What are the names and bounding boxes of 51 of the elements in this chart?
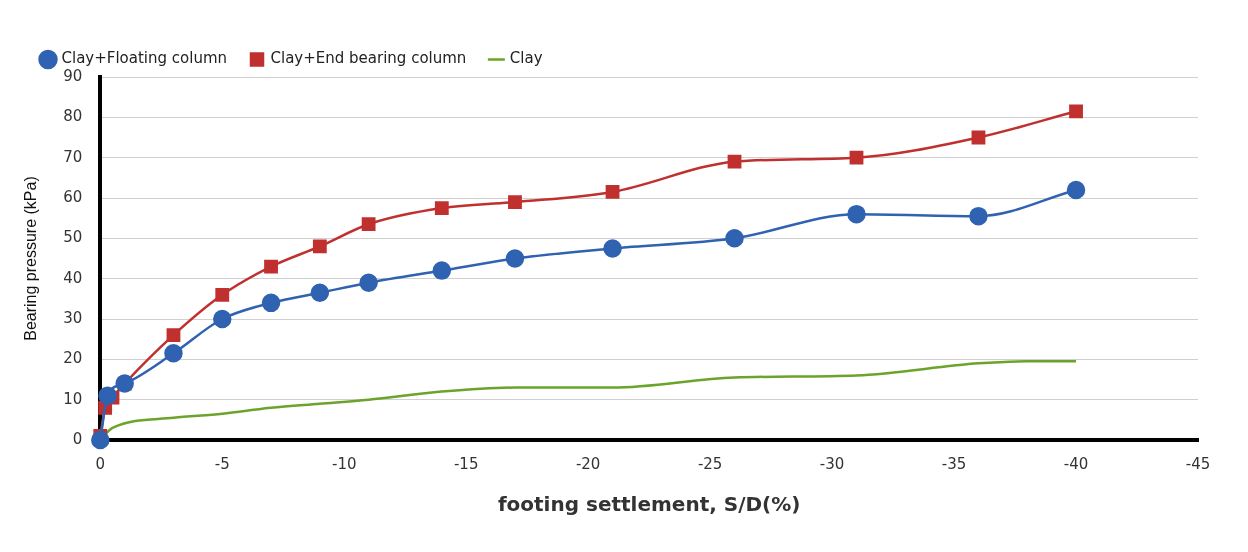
point (1069, 104, 1083, 119)
x-tick-label: 0 (95, 454, 106, 473)
point (505, 249, 525, 268)
point (434, 201, 449, 215)
x-tick-label: -25 (697, 454, 723, 473)
x-axis-title: footing settlement, S/D(%) (497, 492, 801, 517)
point (166, 328, 181, 343)
legend-label: Clay+End bearing column (270, 49, 467, 68)
point (432, 261, 452, 280)
y-tick-label: 10 (63, 389, 83, 408)
y-tick-label: 80 (63, 107, 83, 126)
point (847, 204, 866, 224)
point (98, 386, 117, 405)
point (1066, 180, 1086, 200)
legend-label: Clay (509, 49, 543, 68)
point (508, 195, 522, 209)
point (971, 130, 986, 145)
legend-label: Clay+Floating column (61, 49, 228, 68)
point (605, 185, 620, 199)
point (164, 344, 183, 363)
point (725, 229, 744, 248)
x-tick-label: -40 (1063, 454, 1089, 473)
point (310, 283, 330, 303)
y-tick-label: 60 (63, 187, 83, 206)
point (603, 239, 622, 258)
point (213, 309, 232, 329)
point (261, 293, 281, 313)
point (361, 217, 376, 232)
point (727, 154, 742, 169)
y-tick-label: 30 (63, 308, 83, 327)
point (91, 430, 110, 450)
point (969, 206, 988, 226)
y-axis-title: Bearing pressure (kPa) (22, 176, 40, 341)
y-tick-label: 70 (63, 147, 83, 166)
y-tick-label: 90 (63, 66, 83, 85)
y-tick-label: 50 (63, 228, 83, 247)
x-tick-label: -15 (453, 454, 479, 473)
point (215, 287, 230, 302)
y-tick-label: 20 (63, 349, 83, 368)
point (312, 239, 327, 254)
point (849, 150, 864, 165)
point (264, 259, 278, 274)
y-tick-label: 0 (72, 429, 83, 448)
point (359, 273, 378, 292)
x-tick-label: -30 (819, 454, 845, 473)
x-tick-label: -5 (214, 454, 230, 473)
x-tick-label: -45 (1185, 454, 1211, 473)
x-tick-label: -35 (941, 454, 967, 473)
x-tick-label: -20 (575, 454, 601, 473)
x-tick-label: -10 (331, 454, 357, 473)
y-tick-label: 40 (63, 268, 83, 287)
